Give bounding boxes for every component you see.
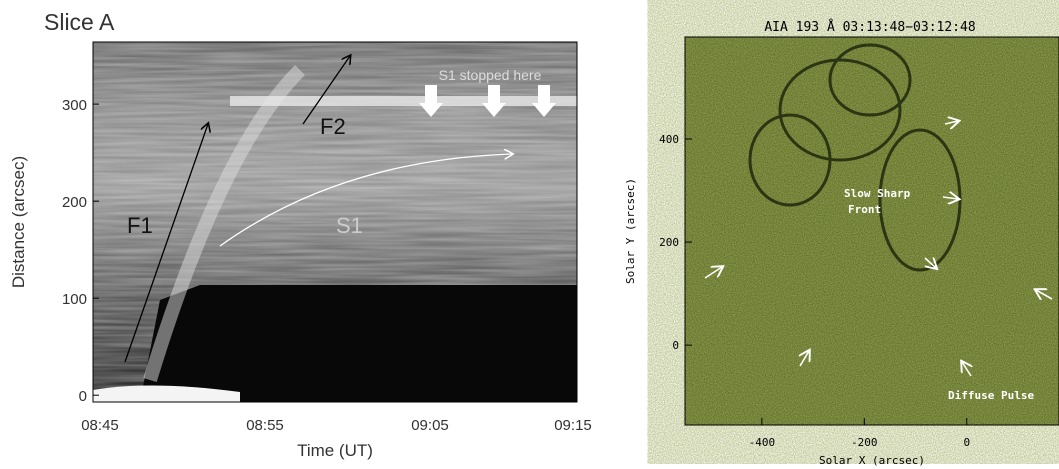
y-tick-label: 400 — [659, 133, 679, 146]
aia-texture — [685, 37, 1059, 425]
y-tick-label: 200 — [659, 236, 679, 249]
bright-band — [230, 96, 577, 106]
y-tick-label: 300 — [62, 97, 87, 114]
y-label: Solar Y (arcsec) — [624, 178, 637, 284]
x-tick-label: -400 — [749, 436, 776, 449]
arrows — [704, 121, 1053, 377]
x-tick-label: 0 — [963, 436, 970, 449]
y-label: Distance (arcsec) — [9, 156, 28, 288]
x-tick-label: 08:55 — [246, 417, 284, 434]
x-tick-label: -200 — [851, 436, 878, 449]
dark-region — [140, 285, 577, 402]
bright-base — [93, 385, 240, 402]
panel-title: Slice A — [44, 9, 115, 35]
annotation: F1 — [127, 213, 153, 238]
plot-frame — [684, 36, 1059, 426]
bright-front — [143, 65, 305, 383]
x-label: Time (UT) — [297, 441, 373, 460]
arrow — [124, 124, 208, 363]
panel-title: AIA 193 Å 03:13:48−03:12:48 — [764, 19, 975, 35]
x-label: Solar X (arcsec) — [819, 454, 925, 467]
y-tick-label: 100 — [62, 291, 87, 308]
stop-arrows — [419, 85, 556, 117]
x-tick-label: 08:45 — [81, 417, 119, 434]
arrow — [219, 154, 512, 247]
annotation: S1 — [336, 213, 363, 238]
annotation: F2 — [320, 114, 346, 139]
plot-frame — [92, 41, 578, 403]
annotation: Diffuse Pulse — [948, 389, 1034, 402]
y-tick-label: 0 — [79, 388, 87, 405]
right-panel: AIA 193 Å 03:13:48−03:12:48 Solar X (arc… — [624, 19, 1059, 467]
annotation: Slow Sharp — [844, 187, 911, 200]
left-panel: Slice A Time (UT) Distance (arcsec) S1 s… — [9, 9, 578, 460]
annotation: S1 stopped here — [439, 67, 542, 83]
x-tick-label: 09:05 — [411, 417, 449, 434]
x-tick-label: 09:15 — [554, 417, 592, 434]
annotation: Front — [848, 203, 881, 216]
y-tick-label: 200 — [62, 194, 87, 211]
y-tick-label: 0 — [672, 339, 679, 352]
arrow — [302, 56, 350, 125]
